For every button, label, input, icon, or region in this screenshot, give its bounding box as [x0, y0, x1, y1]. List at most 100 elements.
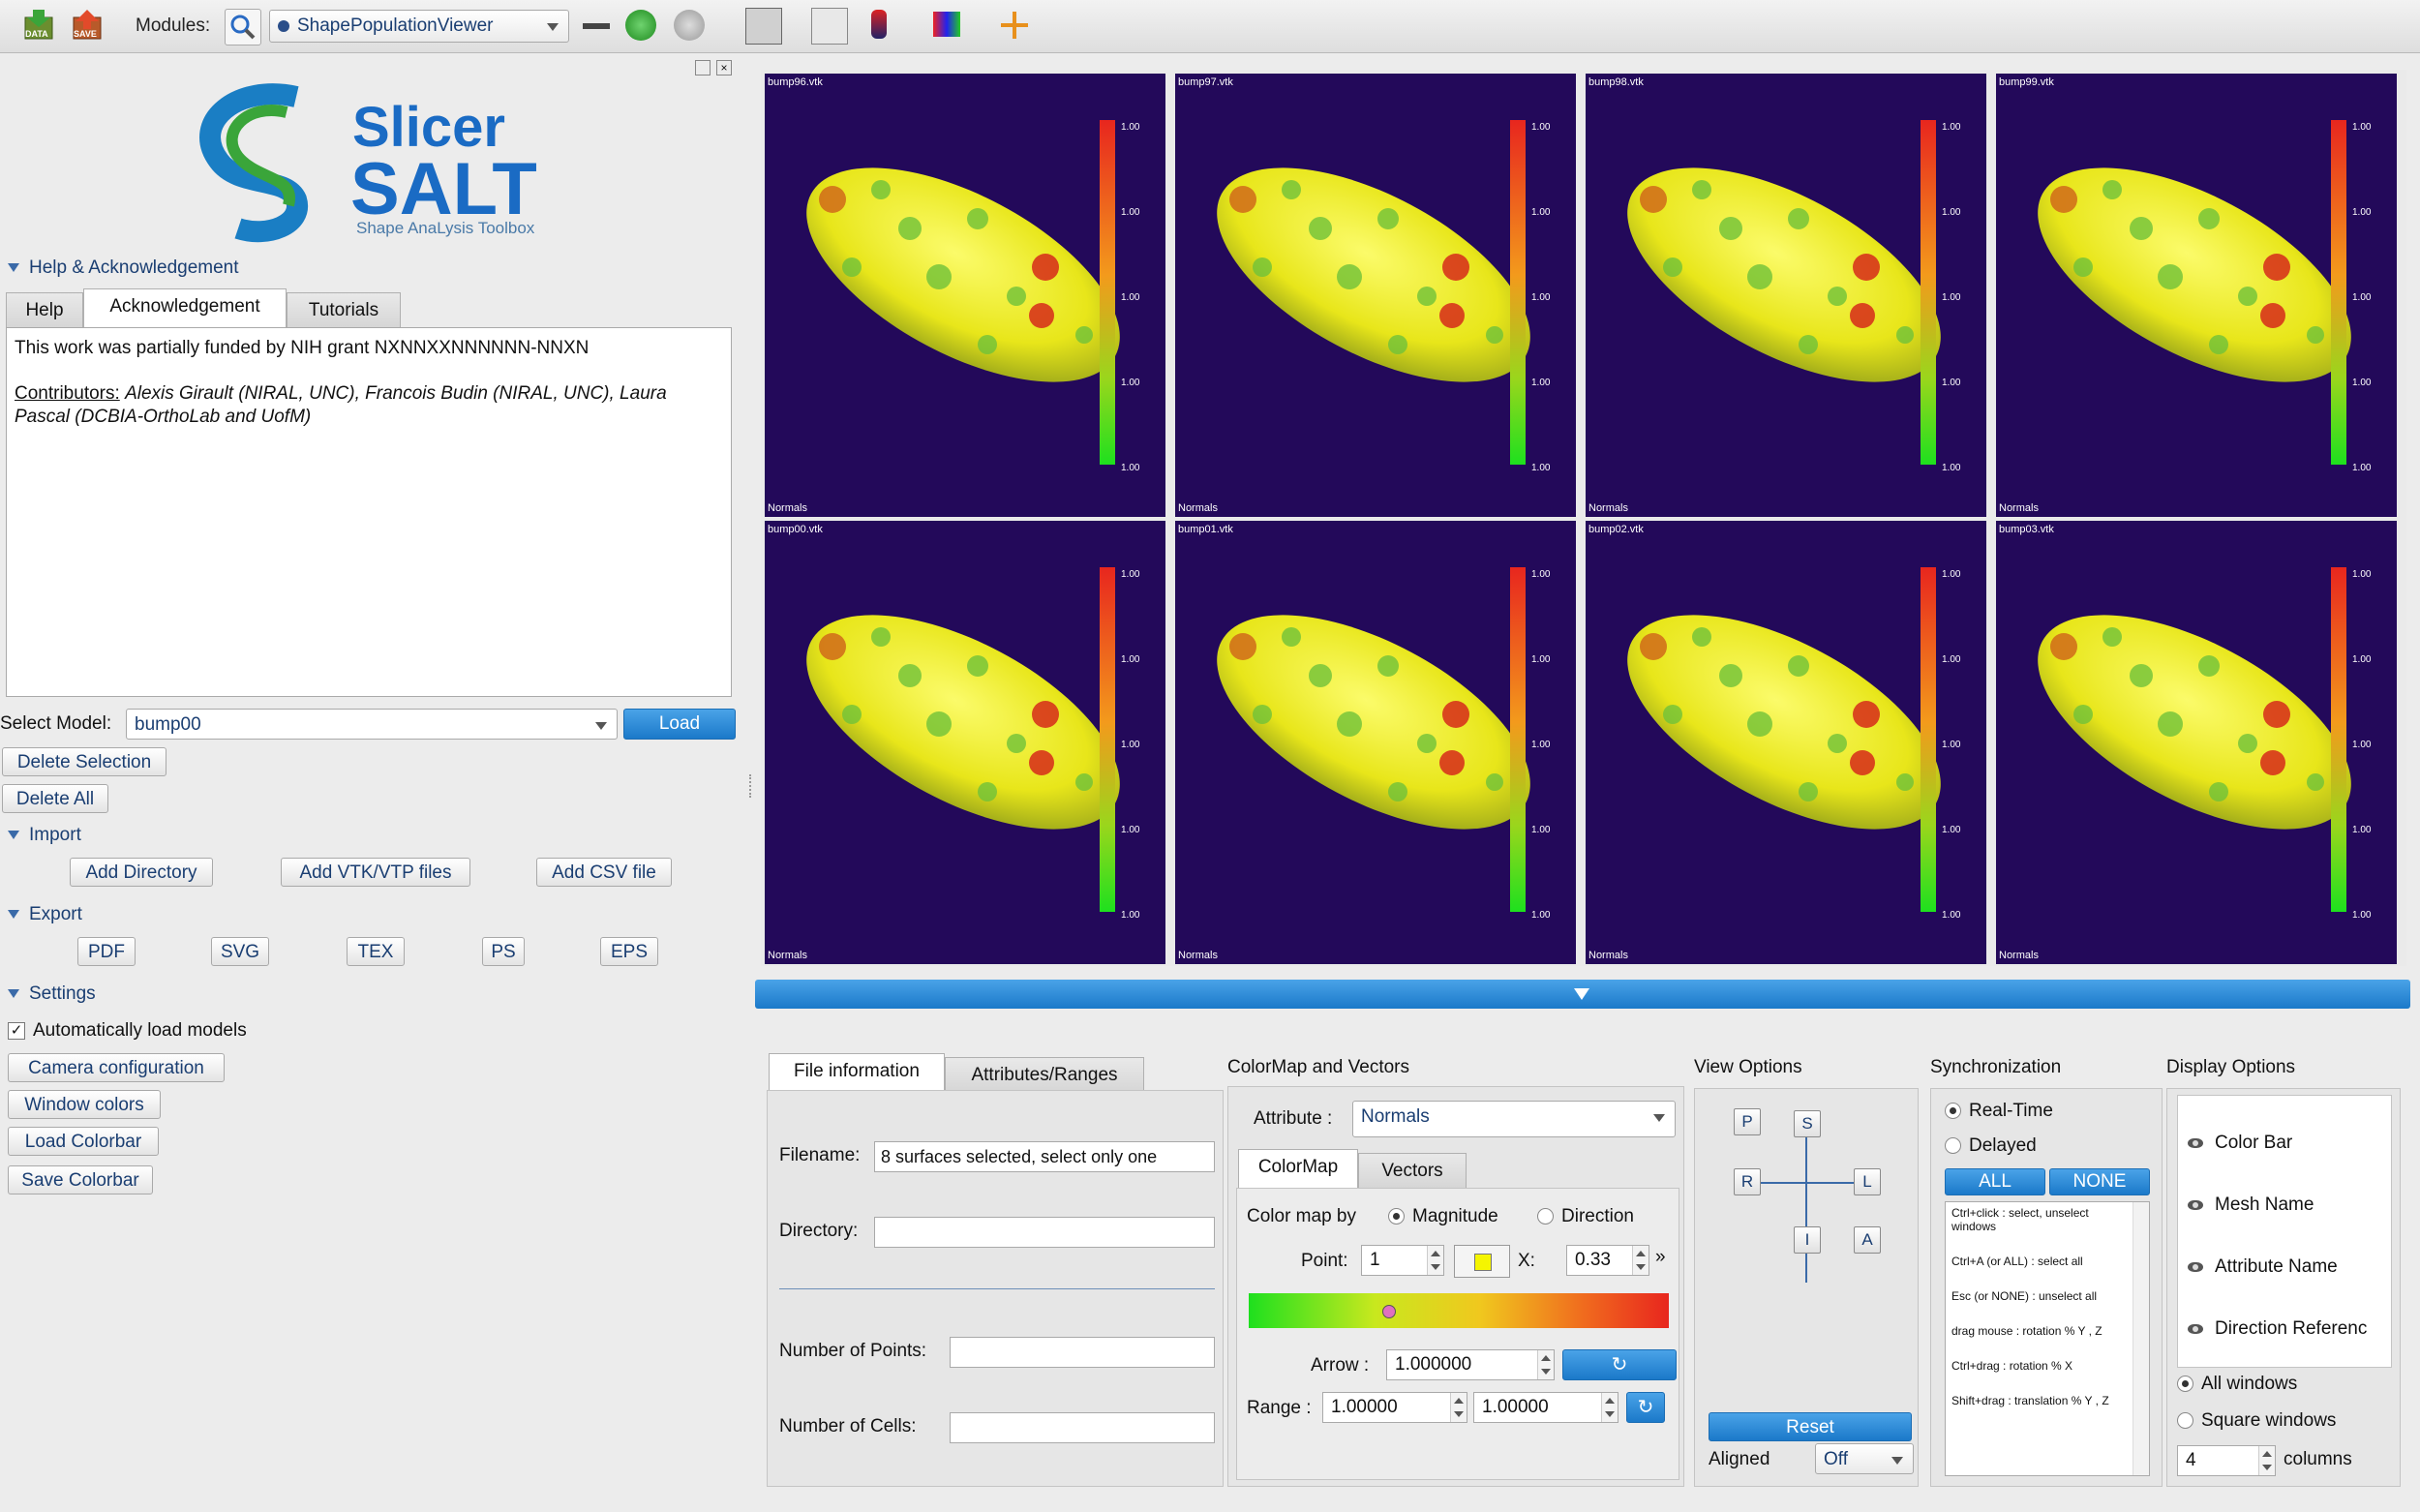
point-color-button[interactable] [1454, 1245, 1510, 1278]
cells-field[interactable] [950, 1412, 1215, 1443]
magnitude-radio[interactable]: Magnitude [1388, 1206, 1498, 1227]
window-colors-button[interactable]: Window colors [8, 1090, 161, 1119]
range-min-spinbox[interactable]: 1.00000 [1322, 1392, 1467, 1423]
gradient-stop-handle[interactable] [1382, 1305, 1396, 1318]
tab-help[interactable]: Help [6, 292, 83, 327]
columns-spinbox[interactable]: 4 [2177, 1445, 2276, 1476]
save-colorbar-button[interactable]: Save Colorbar [8, 1165, 153, 1194]
mesh-name-toggle[interactable]: Mesh Name [2188, 1194, 2314, 1216]
export-tex-button[interactable]: TEX [347, 937, 405, 966]
surface-mesh[interactable] [794, 161, 1133, 388]
forward-arrow-icon[interactable] [674, 10, 705, 41]
surface-viewer[interactable]: bump00.vtk 1.00 1.00 1.00 1.00 1.00 Normals [765, 521, 1165, 964]
surface-mesh[interactable] [2025, 608, 2364, 835]
view-i-button[interactable]: I [1794, 1226, 1821, 1254]
view-a-button[interactable]: A [1854, 1226, 1881, 1254]
collapse-bottom-panel-button[interactable] [755, 980, 2410, 1009]
export-section-header[interactable]: Export [8, 904, 82, 925]
view-r-button[interactable]: R [1734, 1168, 1761, 1195]
surface-viewer[interactable]: bump03.vtk 1.00 1.00 1.00 1.00 1.00 Normals [1996, 521, 2397, 964]
undock-icon[interactable] [695, 60, 711, 76]
arrow-reset-button[interactable]: ↻ [1562, 1349, 1677, 1380]
back-arrow-icon[interactable] [625, 10, 656, 41]
load-button[interactable]: Load [623, 709, 736, 740]
tab-vectors[interactable]: Vectors [1358, 1153, 1467, 1188]
delayed-radio[interactable]: Delayed [1945, 1135, 2037, 1157]
attribute-name-toggle[interactable]: Attribute Name [2188, 1256, 2338, 1278]
spin-arrows-icon[interactable] [1601, 1393, 1618, 1422]
surface-mesh[interactable] [794, 608, 1133, 835]
color-bar-toggle[interactable]: Color Bar [2188, 1133, 2292, 1154]
spin-arrows-icon[interactable] [2258, 1446, 2275, 1475]
square-windows-radio[interactable]: Square windows [2177, 1410, 2336, 1432]
view-p-button[interactable]: P [1734, 1108, 1761, 1135]
scrollbar[interactable] [2133, 1202, 2149, 1475]
close-icon[interactable]: × [716, 60, 732, 76]
view-l-button[interactable]: L [1854, 1168, 1881, 1195]
spin-arrows-icon[interactable] [1427, 1246, 1443, 1275]
module-history-button[interactable] [583, 23, 610, 29]
surface-viewer[interactable]: bump99.vtk 1.00 1.00 1.00 1.00 1.00 Normals [1996, 74, 2397, 517]
help-section-header[interactable]: Help & Acknowledgement [8, 257, 239, 279]
directory-field[interactable] [874, 1217, 1215, 1248]
all-windows-radio[interactable]: All windows [2177, 1374, 2297, 1395]
camera-configuration-button[interactable]: Camera configuration [8, 1053, 225, 1082]
surface-viewer[interactable]: bump98.vtk 1.00 1.00 1.00 1.00 1.00 Normals [1586, 74, 1986, 517]
spin-arrows-icon[interactable] [1537, 1350, 1554, 1379]
points-field[interactable] [950, 1337, 1215, 1368]
colormap-gradient-bar[interactable] [1249, 1293, 1669, 1328]
point-spinbox[interactable]: 1 [1361, 1245, 1444, 1276]
tab-acknowledgement[interactable]: Acknowledgement [83, 288, 287, 327]
surface-mesh[interactable] [1615, 608, 1953, 835]
pointer-icon[interactable] [811, 8, 848, 45]
panel-splitter[interactable] [749, 774, 755, 798]
settings-section-header[interactable]: Settings [8, 983, 96, 1005]
surface-viewer[interactable]: bump96.vtk 1.00 1.00 1.00 1.00 1.00 Normals [765, 74, 1165, 517]
surface-viewer[interactable]: bump01.vtk 1.00 1.00 1.00 1.00 1.00 Normals [1175, 521, 1576, 964]
select-all-button[interactable]: ALL [1945, 1168, 2045, 1195]
export-pdf-button[interactable]: PDF [77, 937, 136, 966]
export-ps-button[interactable]: PS [482, 937, 525, 966]
crosshair-icon[interactable] [1001, 12, 1028, 39]
add-directory-button[interactable]: Add Directory [70, 858, 213, 887]
export-svg-button[interactable]: SVG [211, 937, 269, 966]
surface-mesh[interactable] [2025, 161, 2364, 388]
import-section-header[interactable]: Import [8, 825, 81, 846]
load-colorbar-button[interactable]: Load Colorbar [8, 1127, 159, 1156]
view-s-button[interactable]: S [1794, 1110, 1821, 1137]
auto-load-checkbox[interactable]: ✓ [8, 1022, 25, 1040]
direction-radio[interactable]: Direction [1537, 1206, 1634, 1227]
reset-view-button[interactable]: Reset [1709, 1412, 1912, 1441]
tab-tutorials[interactable]: Tutorials [287, 292, 401, 327]
surface-viewer[interactable]: bump97.vtk 1.00 1.00 1.00 1.00 1.00 Normals [1175, 74, 1576, 517]
filename-field[interactable]: 8 surfaces selected, select only one [874, 1141, 1215, 1172]
more-options-icon[interactable]: » [1655, 1247, 1666, 1267]
module-select[interactable]: ShapePopulationViewer [269, 10, 569, 43]
tab-colormap[interactable]: ColorMap [1238, 1149, 1358, 1188]
range-reset-button[interactable]: ↻ [1626, 1392, 1665, 1423]
tab-file-information[interactable]: File information [769, 1053, 945, 1092]
surface-mesh[interactable] [1615, 161, 1953, 388]
attribute-select[interactable]: Normals [1352, 1101, 1676, 1137]
add-csv-file-button[interactable]: Add CSV file [536, 858, 672, 887]
save-button[interactable]: SAVE [70, 8, 105, 43]
realtime-radio[interactable]: Real-Time [1945, 1101, 2053, 1122]
layout-icon[interactable] [745, 8, 782, 45]
select-none-button[interactable]: NONE [2049, 1168, 2150, 1195]
surface-viewer[interactable]: bump02.vtk 1.00 1.00 1.00 1.00 1.00 Normals [1586, 521, 1986, 964]
load-data-button[interactable]: DATA [21, 8, 56, 43]
add-vtk-files-button[interactable]: Add VTK/VTP files [281, 858, 470, 887]
delete-all-button[interactable]: Delete All [2, 784, 108, 813]
export-eps-button[interactable]: EPS [600, 937, 658, 966]
aligned-select[interactable]: Off [1815, 1443, 1914, 1474]
module-search-button[interactable] [225, 9, 261, 45]
spin-arrows-icon[interactable] [1632, 1246, 1649, 1275]
model-select[interactable]: bump00 [126, 709, 618, 740]
mouse-mode-icon[interactable] [871, 10, 887, 39]
direction-reference-toggle[interactable]: Direction Referenc [2188, 1318, 2367, 1340]
surface-mesh[interactable] [1204, 608, 1543, 835]
delete-selection-button[interactable]: Delete Selection [2, 747, 166, 776]
arrow-spinbox[interactable]: 1.000000 [1386, 1349, 1555, 1380]
surface-mesh[interactable] [1204, 161, 1543, 388]
tab-attributes-ranges[interactable]: Attributes/Ranges [945, 1057, 1144, 1092]
